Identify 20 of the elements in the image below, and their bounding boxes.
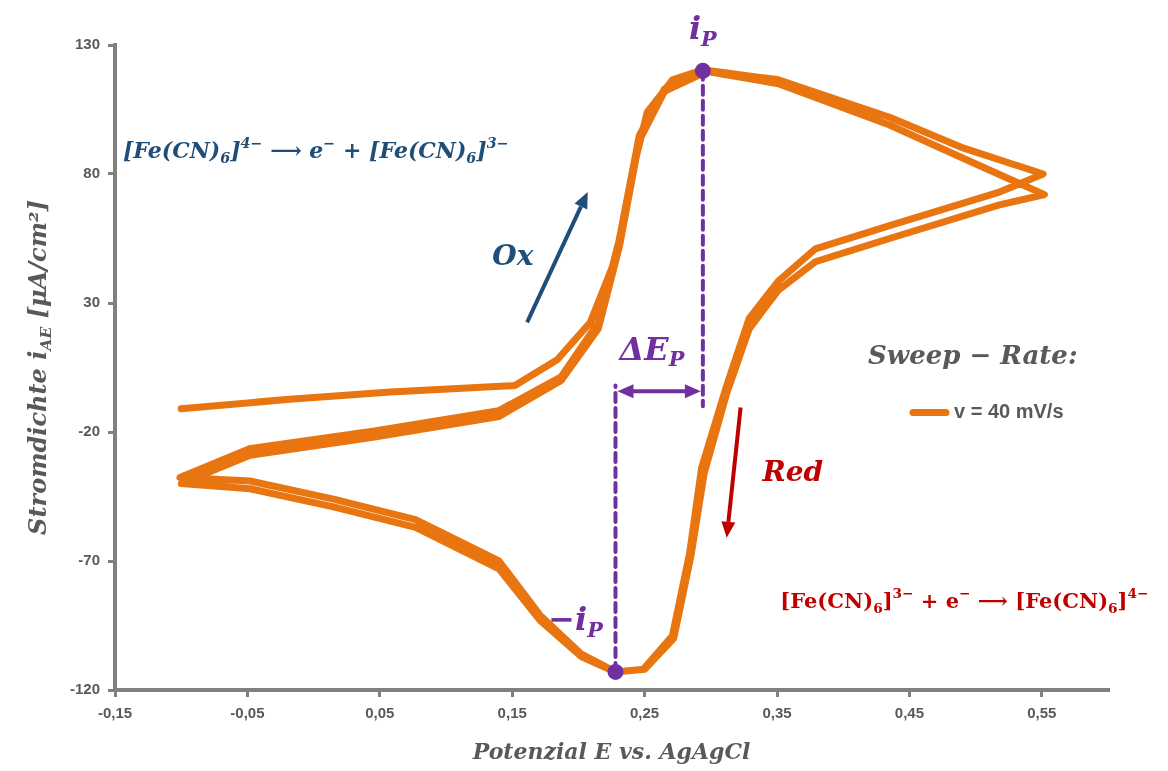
- y-tick-label: 30: [83, 293, 101, 311]
- x-tick-label: -0,15: [97, 704, 133, 722]
- x-tick-label: 0,55: [1027, 704, 1057, 722]
- x-tick-label: 0,05: [365, 704, 395, 722]
- x-tick-label: 0,35: [762, 704, 792, 722]
- annotation: Red: [761, 454, 824, 488]
- x-tick-label: 0,45: [894, 704, 925, 722]
- annotation: Ox: [492, 239, 534, 273]
- y-tick-label: -120: [69, 680, 101, 698]
- legend-title: Sweep − Rate:: [868, 340, 1078, 371]
- y-tick-label: -70: [78, 551, 101, 569]
- x-tick-label: -0,05: [230, 704, 265, 722]
- y-tick-label: 80: [83, 164, 101, 182]
- legend-label: v = 40 mV/s: [954, 400, 1064, 423]
- y-tick-label: 130: [74, 35, 101, 53]
- y-tick-label: -20: [78, 422, 101, 440]
- x-tick-label: 0,25: [630, 704, 660, 722]
- y-axis-title: Stromdichte iAE [μA/cm²]: [23, 200, 56, 535]
- x-tick-label: 0,15: [497, 704, 527, 722]
- x-axis-title: Potenzial E vs. AgAgCl: [471, 737, 751, 764]
